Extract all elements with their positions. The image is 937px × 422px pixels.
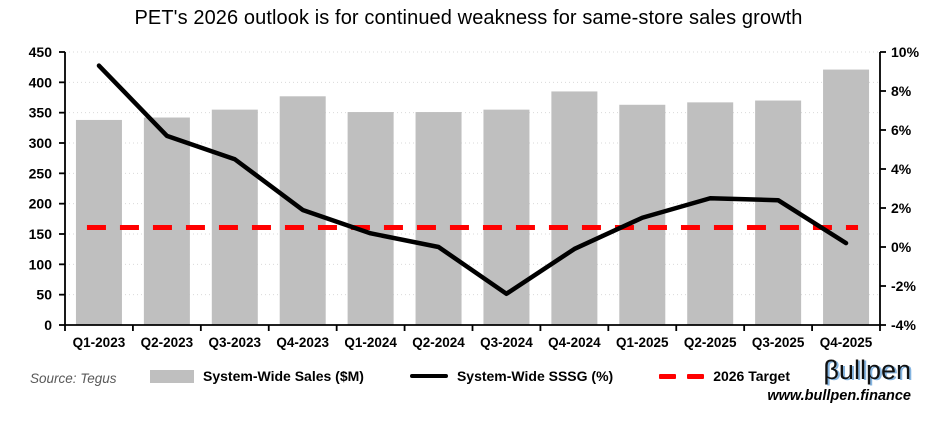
left-axis-label: 300: [29, 135, 53, 151]
left-axis-label: 450: [29, 44, 53, 60]
left-axis-label: 150: [29, 226, 53, 242]
category-label: Q3-2023: [209, 335, 262, 350]
legend-item-sales: System-Wide Sales ($M): [150, 368, 364, 384]
sales-bar: [687, 102, 734, 325]
category-label: Q1-2023: [73, 335, 126, 350]
sales-bar: [211, 109, 258, 325]
left-axis-label: 400: [29, 74, 53, 90]
sales-bar: [755, 100, 802, 326]
sales-bar: [415, 112, 462, 325]
right-axis-label: 0%: [891, 239, 912, 255]
category-label: Q2-2023: [141, 335, 194, 350]
left-axis-label: 50: [36, 287, 52, 303]
left-axis-label: 200: [29, 196, 53, 212]
left-axis-label: 250: [29, 165, 53, 181]
right-axis-label: -2%: [891, 278, 916, 294]
legend-label-sales: System-Wide Sales ($M): [203, 368, 364, 384]
bullpen-logo: βullpen: [823, 355, 911, 385]
sales-bar: [347, 112, 394, 325]
category-label: Q2-2025: [684, 335, 737, 350]
chart-canvas: 0 50 100 150 200 250 300 350 400 450 -4% -2% 0% 2% 4% 6…: [29, 44, 920, 350]
category-label: Q1-2024: [344, 335, 397, 350]
category-label: Q3-2025: [752, 335, 805, 350]
legend-label-target: 2026 Target: [713, 368, 790, 384]
legend-label-sssg: System-Wide SSSG (%): [456, 368, 614, 384]
right-axis-label: 10%: [891, 44, 920, 60]
target-dash-swatch: [659, 373, 705, 379]
right-axis-label: 4%: [891, 161, 912, 177]
chart-title: PET's 2026 outlook is for continued weak…: [134, 7, 803, 29]
category-label: Q1-2025: [616, 335, 669, 350]
sssg-line-swatch: [409, 373, 448, 379]
source-note: Source: Tegus: [30, 371, 117, 386]
category-label: Q3-2024: [480, 335, 533, 350]
sales-bar: [483, 109, 530, 325]
category-label: Q4-2023: [276, 335, 329, 350]
right-axis-label: 6%: [891, 122, 912, 138]
category-label: Q2-2024: [412, 335, 465, 350]
legend-item-sssg: System-Wide SSSG (%): [409, 368, 614, 384]
left-axis-label: 100: [29, 256, 53, 272]
sales-bar: [823, 69, 870, 326]
sales-bar: [551, 91, 598, 325]
sales-bar: [143, 117, 190, 326]
legend-item-target: 2026 Target: [659, 368, 790, 384]
right-axis-label: -4%: [891, 317, 916, 333]
brand-url: www.bullpen.finance: [767, 387, 911, 404]
right-axis-label: 2%: [891, 200, 912, 216]
sssg-line: [96, 63, 849, 297]
right-axis-label: 8%: [891, 83, 912, 99]
category-label: Q4-2024: [548, 335, 601, 350]
sales-bar-swatch: [150, 369, 195, 383]
chart-legend: System-Wide Sales ($M) System-Wide SSSG …: [120, 368, 820, 384]
sales-bar: [75, 119, 122, 326]
left-axis-label: 350: [29, 105, 53, 121]
brand-block: βullpen www.bullpen.finance: [767, 355, 911, 404]
left-axis-label: 0: [44, 317, 52, 333]
category-label: Q4-2025: [820, 335, 873, 350]
